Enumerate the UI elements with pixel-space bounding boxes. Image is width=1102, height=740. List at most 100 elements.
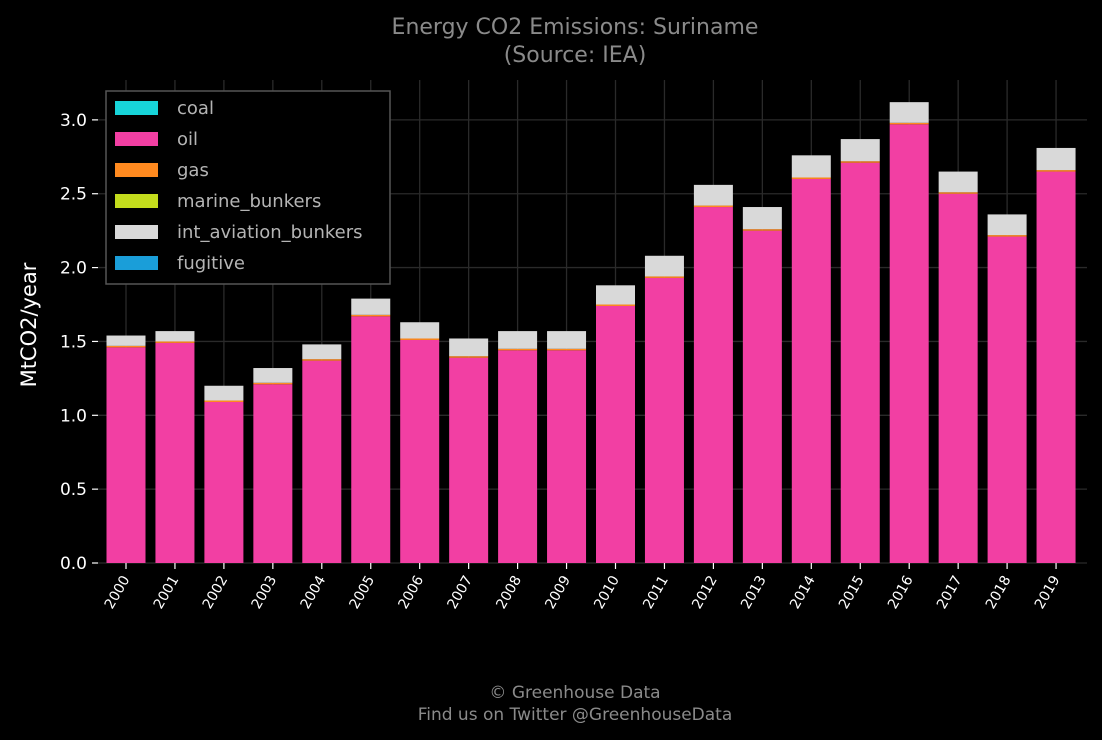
legend-swatch-marine_bunkers (115, 194, 158, 208)
bar-segment-oil (644, 277, 684, 563)
chart-title: Energy CO2 Emissions: Suriname (392, 15, 759, 40)
bar-segment-oil (204, 402, 244, 563)
bar-segment-int_aviation_bunkers (449, 338, 489, 357)
x-tick-label: 2014 (787, 573, 819, 612)
x-tick-label: 2018 (983, 573, 1015, 612)
bar-segment-oil (106, 347, 146, 563)
bar-segment-gas (106, 345, 146, 348)
x-tick-label: 2007 (444, 573, 476, 612)
bar-segment-gas (351, 314, 391, 317)
bar-segment-int_aviation_bunkers (644, 255, 684, 277)
bar-segment-int_aviation_bunkers (1036, 147, 1076, 171)
bar-segment-int_aviation_bunkers (155, 331, 195, 342)
bar-segment-int_aviation_bunkers (596, 285, 635, 305)
bar-segment-oil (791, 178, 831, 563)
bar-segment-int_aviation_bunkers (889, 102, 929, 123)
chart-subtitle: (Source: IEA) (504, 43, 647, 68)
bar-segment-gas (644, 276, 684, 278)
legend-swatch-gas (115, 163, 158, 177)
x-tick-label: 2015 (836, 573, 868, 612)
bar-segment-oil (302, 360, 342, 563)
bar-segment-int_aviation_bunkers (742, 207, 782, 230)
x-tick-label: 2011 (640, 573, 672, 612)
bar-segment-oil (1036, 171, 1076, 563)
bar-segment-gas (547, 348, 587, 351)
bar-segment-int_aviation_bunkers (498, 331, 538, 349)
bar-segment-oil (253, 384, 293, 563)
legend-label-fugitive: fugitive (177, 253, 245, 274)
legend-label-gas: gas (177, 160, 209, 181)
bar-segment-gas (987, 235, 1027, 237)
bar-segment-int_aviation_bunkers (938, 171, 978, 193)
x-tick-label: 2010 (591, 573, 623, 612)
footer-copyright: © Greenhouse Data (489, 683, 660, 703)
x-tick-label: 2016 (885, 573, 917, 612)
y-tick-label: 3.0 (60, 111, 87, 131)
x-tick-label: 2002 (200, 573, 232, 612)
bar-segment-int_aviation_bunkers (693, 184, 733, 206)
y-tick-label: 1.5 (60, 332, 87, 352)
bar-segment-gas (889, 122, 929, 125)
bar-segment-oil (987, 236, 1027, 564)
bar-segment-gas (742, 229, 782, 231)
bar-segment-oil (840, 162, 880, 564)
bar-segment-oil (742, 230, 782, 563)
bar-segment-oil (351, 316, 391, 563)
x-tick-label: 2006 (395, 573, 427, 612)
bar-segment-int_aviation_bunkers (987, 214, 1027, 236)
bar-segment-int_aviation_bunkers (204, 385, 244, 401)
bar-segment-int_aviation_bunkers (791, 155, 831, 178)
bar-segment-gas (1036, 170, 1076, 172)
bar-segment-gas (253, 382, 293, 385)
bar-segment-gas (155, 341, 195, 343)
x-tick-label: 2009 (542, 573, 574, 612)
y-tick-label: 2.5 (60, 185, 87, 205)
legend-label-marine_bunkers: marine_bunkers (177, 191, 321, 212)
bar-segment-int_aviation_bunkers (840, 139, 880, 162)
bar-segment-oil (449, 357, 489, 563)
legend-label-coal: coal (177, 98, 214, 119)
bar-segment-oil (693, 207, 733, 563)
legend-label-int_aviation_bunkers: int_aviation_bunkers (177, 222, 363, 243)
x-tick-label: 2012 (689, 573, 721, 612)
bar-segment-gas (791, 177, 831, 179)
x-tick-label: 2013 (738, 573, 770, 612)
bar-segment-gas (840, 161, 880, 163)
bar-segment-oil (547, 350, 587, 563)
bar-segment-int_aviation_bunkers (351, 298, 391, 315)
bar-segment-gas (693, 205, 733, 208)
bar-segment-int_aviation_bunkers (106, 335, 146, 346)
bar-segment-int_aviation_bunkers (547, 331, 587, 349)
bar-segment-int_aviation_bunkers (302, 344, 342, 360)
x-tick-label: 2000 (102, 573, 134, 612)
bar-segment-gas (400, 338, 440, 340)
x-tick-label: 2008 (493, 573, 525, 612)
legend: coal oil gas marine_bunkers int_aviation_bun… (105, 90, 391, 285)
bar-segment-oil (155, 342, 195, 563)
legend-frame (105, 90, 391, 285)
legend-swatch-coal (115, 101, 158, 115)
bar-segment-oil (938, 193, 978, 563)
x-tick-label: 2005 (347, 573, 379, 612)
y-axis-label: MtCO2/year (17, 262, 41, 387)
x-tick-label: 2001 (151, 573, 183, 612)
bar-segment-oil (596, 305, 635, 563)
bar-segment-oil (400, 339, 440, 563)
bar-segment-oil (498, 350, 538, 563)
bar-segment-gas (498, 348, 538, 351)
y-tick-label: 1.0 (60, 406, 87, 426)
bar-segment-int_aviation_bunkers (400, 322, 440, 339)
bar-segment-int_aviation_bunkers (253, 368, 293, 383)
x-tick-label: 2017 (934, 573, 966, 612)
bar-segment-gas (204, 400, 244, 402)
bar-segment-gas (302, 359, 342, 361)
legend-swatch-fugitive (115, 256, 158, 270)
y-tick-label: 2.0 (60, 259, 87, 279)
y-tick-label: 0.0 (60, 554, 87, 574)
bars (106, 102, 1076, 564)
x-tick-label: 2019 (1032, 573, 1064, 612)
legend-label-oil: oil (177, 129, 198, 150)
x-tick-label: 2004 (298, 573, 330, 612)
legend-swatch-oil (115, 132, 158, 146)
